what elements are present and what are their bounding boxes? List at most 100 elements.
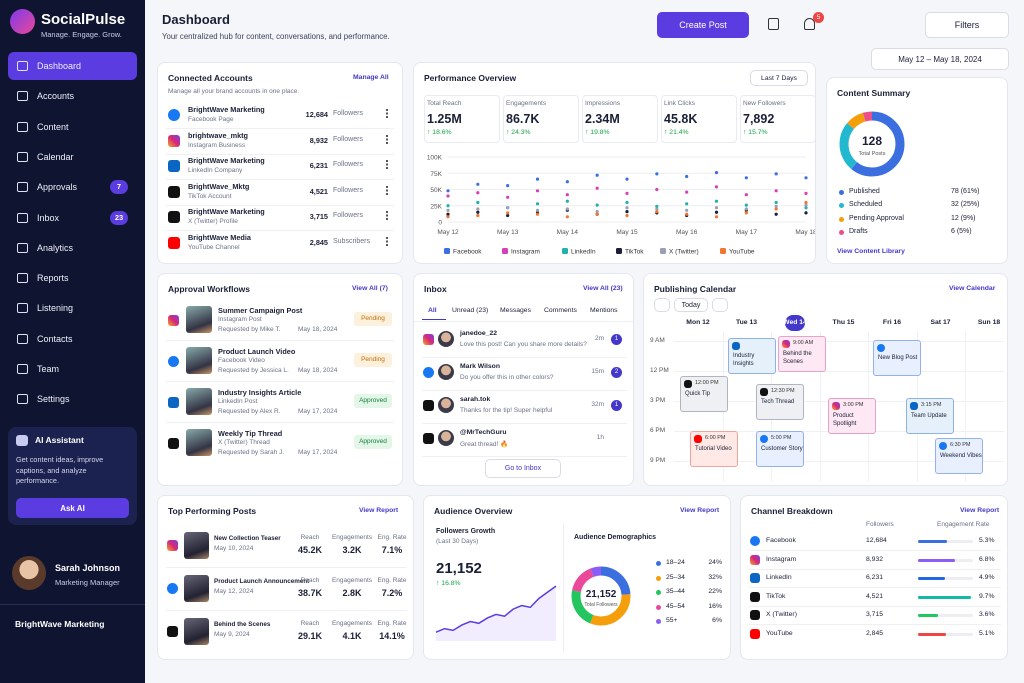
ai-text: Get content ideas, improve captions, and… — [16, 455, 104, 485]
button[interactable] — [654, 298, 670, 312]
legend-dot — [656, 561, 661, 566]
donut-label: Total Followers — [584, 602, 618, 608]
button-label: Go to Inbox — [504, 465, 542, 472]
legend-dot — [656, 575, 661, 581]
grid-line — [965, 332, 966, 482]
kpi-value: 45.8K — [664, 112, 698, 126]
button[interactable]: Create Post — [657, 12, 749, 38]
metric-value: 3.2K — [342, 545, 362, 555]
column-label: Followers — [866, 521, 894, 528]
data-point — [714, 185, 719, 189]
divider — [422, 456, 627, 457]
card-subtitle: Manage all your brand accounts in one pl… — [168, 88, 300, 95]
message-text: Love this post! Can you share more detai… — [460, 341, 587, 348]
data-point — [506, 211, 510, 215]
data-point — [535, 189, 540, 193]
more-menu[interactable] — [386, 160, 388, 170]
metric-label: Engagements — [331, 577, 373, 584]
nav-item[interactable]: Settings — [8, 385, 137, 413]
post-date: May 9, 2024 — [214, 631, 250, 638]
nav-item[interactable]: Reports — [8, 264, 137, 292]
platform-icon — [168, 109, 180, 121]
button[interactable] — [712, 298, 728, 312]
button-label: Today — [681, 301, 701, 309]
tab: Comments — [544, 307, 577, 314]
time-label: 6 PM — [650, 427, 666, 434]
unread-badge: 2 — [611, 367, 622, 378]
event-title: Industry Insights — [733, 353, 755, 367]
kpi-box — [424, 95, 500, 143]
data-point — [655, 210, 659, 214]
calendar-event[interactable]: New Blog Post — [873, 340, 921, 376]
button-label: Last 7 Days — [761, 74, 797, 82]
account-unit: Followers — [333, 110, 363, 117]
nav-item[interactable]: Accounts — [8, 82, 137, 110]
metric-value: 29.1K — [297, 631, 323, 641]
account-unit: Followers — [333, 186, 363, 194]
metric-label: Engagements — [331, 620, 373, 627]
account-type: TikTok Account — [188, 192, 232, 200]
account-name: BrightWave Marketing — [188, 156, 265, 166]
calendar-event[interactable]: 6:00 PM Tutorial Video — [690, 431, 738, 467]
legend-label: 18–24 — [666, 559, 685, 566]
calendar-event[interactable]: 6:30 PM Weekend Vibes — [935, 438, 983, 474]
data-point — [774, 204, 778, 208]
more-menu[interactable] — [386, 185, 388, 195]
account-type: Facebook Page — [188, 116, 234, 123]
data-point — [535, 208, 540, 212]
more-menu[interactable] — [386, 134, 388, 144]
metric-label: Engagements — [331, 534, 373, 541]
approval-workflows: Approval Workflows View All (7) Summer Cam… — [157, 273, 403, 486]
platform-icon — [760, 388, 768, 396]
more-menu[interactable] — [386, 211, 388, 221]
divider — [166, 153, 394, 155]
nav-item[interactable]: Analytics — [8, 234, 137, 262]
data-point — [535, 177, 540, 181]
top-performing-posts: Top Performing Posts View Report New Colle… — [157, 495, 414, 660]
calendar-event[interactable]: 3:00 PM Product Spotlight — [828, 398, 876, 434]
graphic: 0 25K 50K 75K 100K May 12 May 13 May 14 May 15 Ma… — [427, 155, 815, 256]
item-type: X (Twitter) Thread — [218, 439, 270, 446]
account-count: 3,715 — [309, 212, 328, 222]
data-point — [685, 208, 689, 212]
calendar-event[interactable]: 12:30 PM Tech Thread — [756, 384, 804, 420]
calendar-event[interactable]: 5:00 PM Customer Story — [756, 431, 804, 467]
calendar-event[interactable]: 12:00 PM Quick Tip — [680, 376, 728, 412]
calendar-event[interactable]: Industry Insights — [728, 338, 776, 374]
metric-label: Reach — [300, 534, 320, 541]
growth-label: Followers Growth — [436, 528, 496, 535]
calendar-event[interactable]: 9:00 AM Behind the Scenes — [778, 336, 826, 372]
day-label: Mon 12 — [686, 319, 710, 326]
nav-icon — [17, 303, 28, 314]
nav-item[interactable]: Approvals 7 — [8, 173, 137, 201]
kpi-change: ↑ 21.4% — [664, 129, 689, 136]
nav-item[interactable]: Contacts — [8, 325, 137, 353]
message-text: Do you offer this in other colors? — [460, 374, 554, 381]
nav-item[interactable]: Listening — [8, 294, 137, 322]
platform-icon — [423, 334, 434, 345]
button[interactable]: Last 7 Days — [750, 70, 808, 86]
platform-icon — [750, 591, 760, 602]
data-point — [506, 206, 510, 210]
nav-item[interactable]: Inbox 23 — [8, 204, 137, 232]
button[interactable]: Filters — [925, 12, 1009, 38]
button[interactable]: Ask AI — [16, 498, 129, 518]
nav-item[interactable]: Calendar — [8, 143, 137, 171]
nav-item[interactable]: Dashboard — [8, 52, 137, 80]
inbox: Inbox View All (23) All Unread (23) Messages… — [413, 273, 634, 486]
user-role: Marketing Manager — [55, 578, 120, 587]
nav-icon — [17, 151, 28, 162]
divider — [166, 422, 394, 423]
button[interactable]: May 12 – May 18, 2024 — [871, 48, 1009, 70]
more-menu[interactable] — [386, 237, 388, 246]
nav-item[interactable]: Team — [8, 355, 137, 383]
nav-item[interactable]: Content — [8, 113, 137, 141]
account-unit: Followers — [333, 212, 363, 220]
calendar-event[interactable]: 3:15 PM Team Update — [906, 398, 954, 434]
more-menu[interactable] — [386, 109, 388, 118]
button[interactable]: Go to Inbox — [485, 459, 561, 478]
button[interactable]: Today — [674, 298, 708, 312]
y-tick-label: 100K — [427, 155, 443, 162]
item-title: Summer Campaign Post — [218, 306, 303, 315]
kpi-value: 7,892 — [743, 112, 775, 126]
